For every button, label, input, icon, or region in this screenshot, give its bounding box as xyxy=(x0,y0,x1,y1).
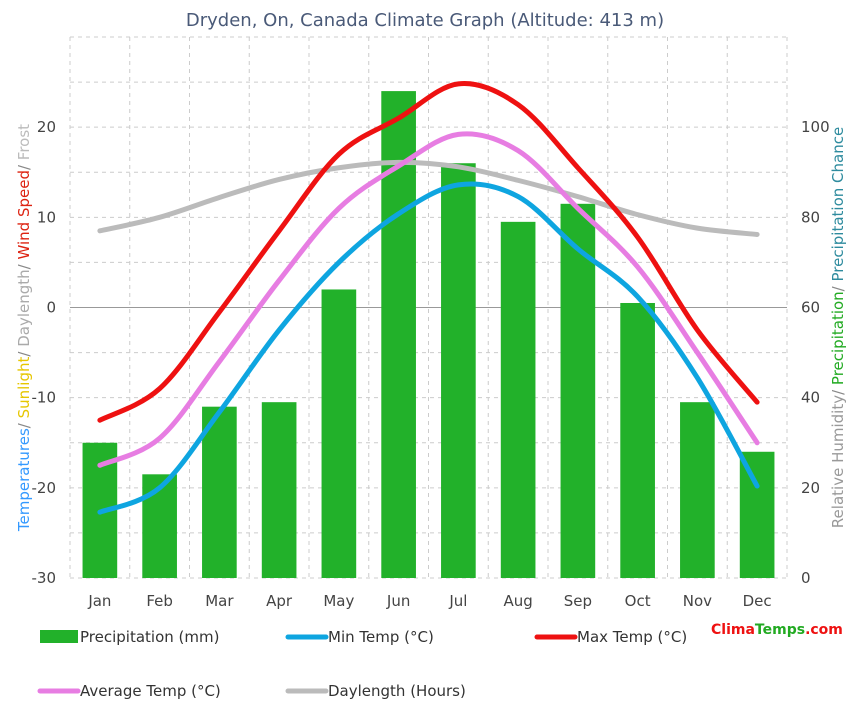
month-label: Mar xyxy=(205,592,234,610)
max-temp-c-line xyxy=(97,81,760,423)
legend-label: Min Temp (°C) xyxy=(328,628,434,646)
left-tick-label: -30 xyxy=(32,569,57,587)
axes: -30 -20 -10 0 10 20 0 20 40 60 80 100 Jan Feb Mar Apr Ma… xyxy=(15,118,847,610)
right-tick-label: 0 xyxy=(801,569,811,587)
min-temp-c-line xyxy=(97,181,760,515)
legend-label: Daylength (Hours) xyxy=(328,682,466,700)
precipitation-bar xyxy=(680,402,715,578)
month-label: Feb xyxy=(146,592,173,610)
month-label: Sep xyxy=(564,592,592,610)
month-label: Aug xyxy=(503,592,532,610)
legend-swatch-precipitation xyxy=(40,630,78,643)
precipitation-bar xyxy=(739,451,775,578)
left-tick-label: 0 xyxy=(46,299,56,317)
month-label: Oct xyxy=(625,592,651,610)
month-label: Dec xyxy=(743,592,772,610)
legend-label: Precipitation (mm) xyxy=(80,628,219,646)
right-tick-label: 20 xyxy=(801,479,820,497)
average-temp-c-line xyxy=(97,131,760,468)
month-label: Jun xyxy=(386,592,410,610)
legend-label: Max Temp (°C) xyxy=(577,628,687,646)
precipitation-bar xyxy=(321,289,357,578)
left-axis-title: Temperatures/ Sunlight/ Daylength/ Wind … xyxy=(15,124,33,532)
month-label: May xyxy=(323,592,354,610)
month-label: Jul xyxy=(448,592,467,610)
left-tick-label: 10 xyxy=(37,208,56,226)
month-label: Jan xyxy=(87,592,111,610)
right-tick-label: 60 xyxy=(801,299,820,317)
precipitation-bar xyxy=(441,163,476,578)
right-tick-label: 40 xyxy=(801,389,820,407)
month-label: Apr xyxy=(266,592,293,610)
left-tick-label: 20 xyxy=(37,118,56,136)
legend-label: Average Temp (°C) xyxy=(80,682,221,700)
precipitation-bar xyxy=(560,203,596,578)
brand-logo: ClimaTemps.com xyxy=(711,622,843,638)
daylength-hours-line xyxy=(97,159,760,237)
chart-title: Dryden, On, Canada Climate Graph (Altitu… xyxy=(186,10,664,31)
precipitation-bar xyxy=(261,402,297,578)
month-label: Nov xyxy=(683,592,712,610)
precipitation-bar xyxy=(202,406,237,578)
legend: Precipitation (mm) Min Temp (°C) Max Temp … xyxy=(37,628,687,700)
right-tick-label: 100 xyxy=(801,118,830,136)
right-tick-label: 80 xyxy=(801,208,820,226)
precipitation-bar xyxy=(620,302,655,578)
temperature-lines xyxy=(97,81,760,515)
left-tick-label: -20 xyxy=(32,479,57,497)
right-axis-title: Relative Humidity/ Precipitation/ Precip… xyxy=(829,127,847,528)
precipitation-bar xyxy=(500,221,536,578)
left-tick-label: -10 xyxy=(32,389,57,407)
precipitation-bar xyxy=(142,474,177,578)
